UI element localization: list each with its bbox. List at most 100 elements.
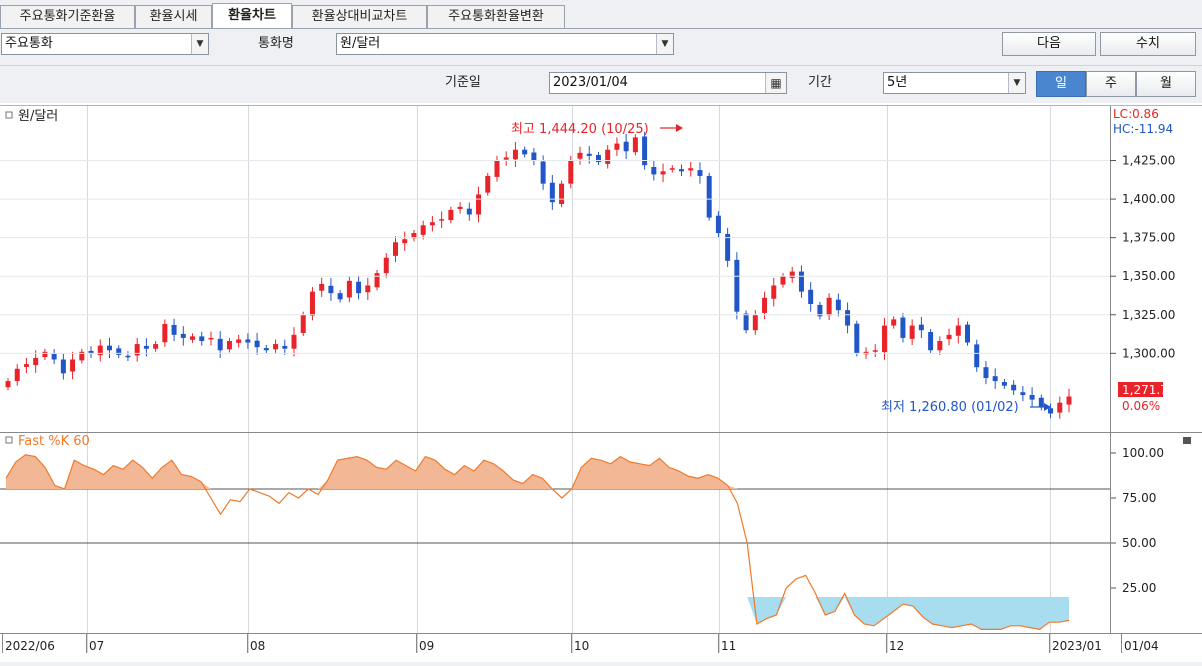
price-tick-label: 1,375.00 bbox=[1122, 231, 1175, 245]
currency-select[interactable]: 원/달러 ▼ bbox=[336, 33, 674, 55]
candle-body bbox=[512, 149, 518, 160]
candle-body bbox=[51, 353, 57, 360]
x-axis-label: 07 bbox=[89, 639, 104, 653]
calendar-icon[interactable]: ▦ bbox=[765, 73, 786, 93]
candle-body bbox=[937, 340, 943, 351]
tab-exchange-chart[interactable]: 환율차트 bbox=[212, 3, 292, 29]
candle-body bbox=[642, 136, 648, 166]
candle-body bbox=[835, 299, 841, 311]
tab-major-currency-base-rate[interactable]: 주요통화기준환율 bbox=[0, 5, 135, 29]
oversold-area bbox=[6, 597, 1069, 630]
candle-body bbox=[33, 357, 39, 366]
exchange-rate-chart[interactable]: 1,425.00 1,400.00 1,375.00 1,350.00 1,325.00… bbox=[0, 103, 1202, 662]
indicator-tick-label: 75.00 bbox=[1122, 491, 1156, 505]
current-price: 1,271.70 bbox=[1122, 383, 1175, 397]
candle-body bbox=[319, 283, 325, 291]
candle-body bbox=[734, 259, 740, 312]
candle-body bbox=[116, 348, 122, 355]
value-button[interactable]: 수치 bbox=[1100, 32, 1196, 56]
indicator-tick-label: 50.00 bbox=[1122, 536, 1156, 550]
candle-body bbox=[817, 304, 823, 317]
candle-body bbox=[1048, 408, 1054, 414]
next-button[interactable]: 다음 bbox=[1002, 32, 1096, 56]
candle-body bbox=[88, 350, 94, 354]
candle-body bbox=[651, 167, 657, 175]
interval-month-button[interactable]: 월 bbox=[1136, 71, 1196, 97]
candle-body bbox=[789, 271, 795, 279]
period-select-value: 5년 bbox=[887, 75, 908, 90]
period-label: 기간 bbox=[808, 75, 832, 90]
candle-body bbox=[965, 324, 971, 343]
x-axis-label: 2022/06 bbox=[5, 639, 55, 653]
candle-body bbox=[632, 137, 638, 153]
candle-body bbox=[549, 182, 555, 203]
candle-body bbox=[614, 143, 620, 150]
overbought-area bbox=[6, 454, 1069, 489]
chevron-down-icon[interactable]: ▼ bbox=[656, 34, 673, 54]
candle-body bbox=[392, 242, 398, 256]
currency-select-value: 원/달러 bbox=[340, 36, 381, 51]
candle-body bbox=[946, 334, 952, 340]
candle-body bbox=[494, 160, 500, 177]
candle-body bbox=[420, 225, 426, 235]
candle-body bbox=[171, 324, 177, 335]
candle-body bbox=[623, 141, 629, 152]
candle-body bbox=[1011, 384, 1017, 391]
price-tick-label: 1,400.00 bbox=[1122, 192, 1175, 206]
x-axis-label: 2023/01 bbox=[1052, 639, 1102, 653]
candle-body bbox=[697, 170, 703, 176]
candle-body bbox=[669, 168, 675, 170]
candle-body bbox=[872, 350, 878, 352]
low-annotation: 최저 1,260.80 (01/02) bbox=[881, 400, 1019, 415]
candle-body bbox=[328, 285, 334, 294]
tab-divider bbox=[0, 28, 1202, 29]
period-select[interactable]: 5년 ▼ bbox=[883, 72, 1026, 94]
candle-body bbox=[448, 209, 454, 221]
chevron-down-icon[interactable]: ▼ bbox=[1008, 73, 1025, 93]
candle-body bbox=[918, 324, 924, 331]
price-tick-label: 1,300.00 bbox=[1122, 346, 1175, 360]
candle-body bbox=[531, 152, 537, 161]
candle-body bbox=[365, 285, 371, 293]
candle-body bbox=[798, 271, 804, 292]
indicator-tick-label: 100.00 bbox=[1122, 446, 1164, 460]
candle-body bbox=[955, 325, 961, 336]
candle-body bbox=[476, 194, 482, 215]
candle-body bbox=[60, 359, 66, 374]
candle-body bbox=[1057, 402, 1063, 413]
base-date-label: 기준일 bbox=[445, 75, 481, 90]
chevron-down-icon[interactable]: ▼ bbox=[191, 34, 208, 54]
price-tick-label: 1,325.00 bbox=[1122, 308, 1175, 322]
candle-body bbox=[715, 215, 721, 234]
candle-body bbox=[383, 257, 389, 274]
panel-marker-icon bbox=[5, 111, 13, 119]
candle-body bbox=[300, 314, 306, 333]
candle-body bbox=[586, 153, 592, 156]
category-select[interactable]: 주요통화 ▼ bbox=[1, 33, 209, 55]
candle-body bbox=[180, 333, 186, 338]
candle-body bbox=[337, 293, 343, 300]
candle-body bbox=[485, 175, 491, 193]
candle-body bbox=[429, 222, 435, 226]
candle-body bbox=[577, 152, 583, 159]
toolbar: 주요통화 ▼ 통화명 원/달러 ▼ 다음 수치 bbox=[0, 29, 1202, 65]
candle-body bbox=[226, 340, 232, 350]
hc-value: HC:-11.94 bbox=[1113, 122, 1173, 136]
candle-body bbox=[134, 344, 140, 356]
price-tick-label: 1,350.00 bbox=[1122, 269, 1175, 283]
base-date-input[interactable]: 2023/01/04 ▦ bbox=[549, 72, 787, 94]
tab-exchange-quotes[interactable]: 환율시세 bbox=[135, 5, 212, 29]
candle-body bbox=[402, 239, 408, 244]
close-icon[interactable] bbox=[1183, 437, 1191, 444]
tab-relative-compare-chart[interactable]: 환율상대비교차트 bbox=[292, 5, 427, 29]
tab-currency-converter[interactable]: 주요통화환율변환 bbox=[427, 5, 565, 29]
candle-body bbox=[23, 364, 29, 367]
x-axis-label: 10 bbox=[574, 639, 589, 653]
candle-body bbox=[411, 233, 417, 239]
candle-body bbox=[983, 367, 989, 379]
arrow-right-icon bbox=[676, 124, 683, 132]
current-price-badge bbox=[1118, 382, 1163, 397]
candle-body bbox=[245, 339, 251, 343]
interval-week-button[interactable]: 주 bbox=[1086, 71, 1136, 97]
interval-day-button[interactable]: 일 bbox=[1036, 71, 1086, 97]
